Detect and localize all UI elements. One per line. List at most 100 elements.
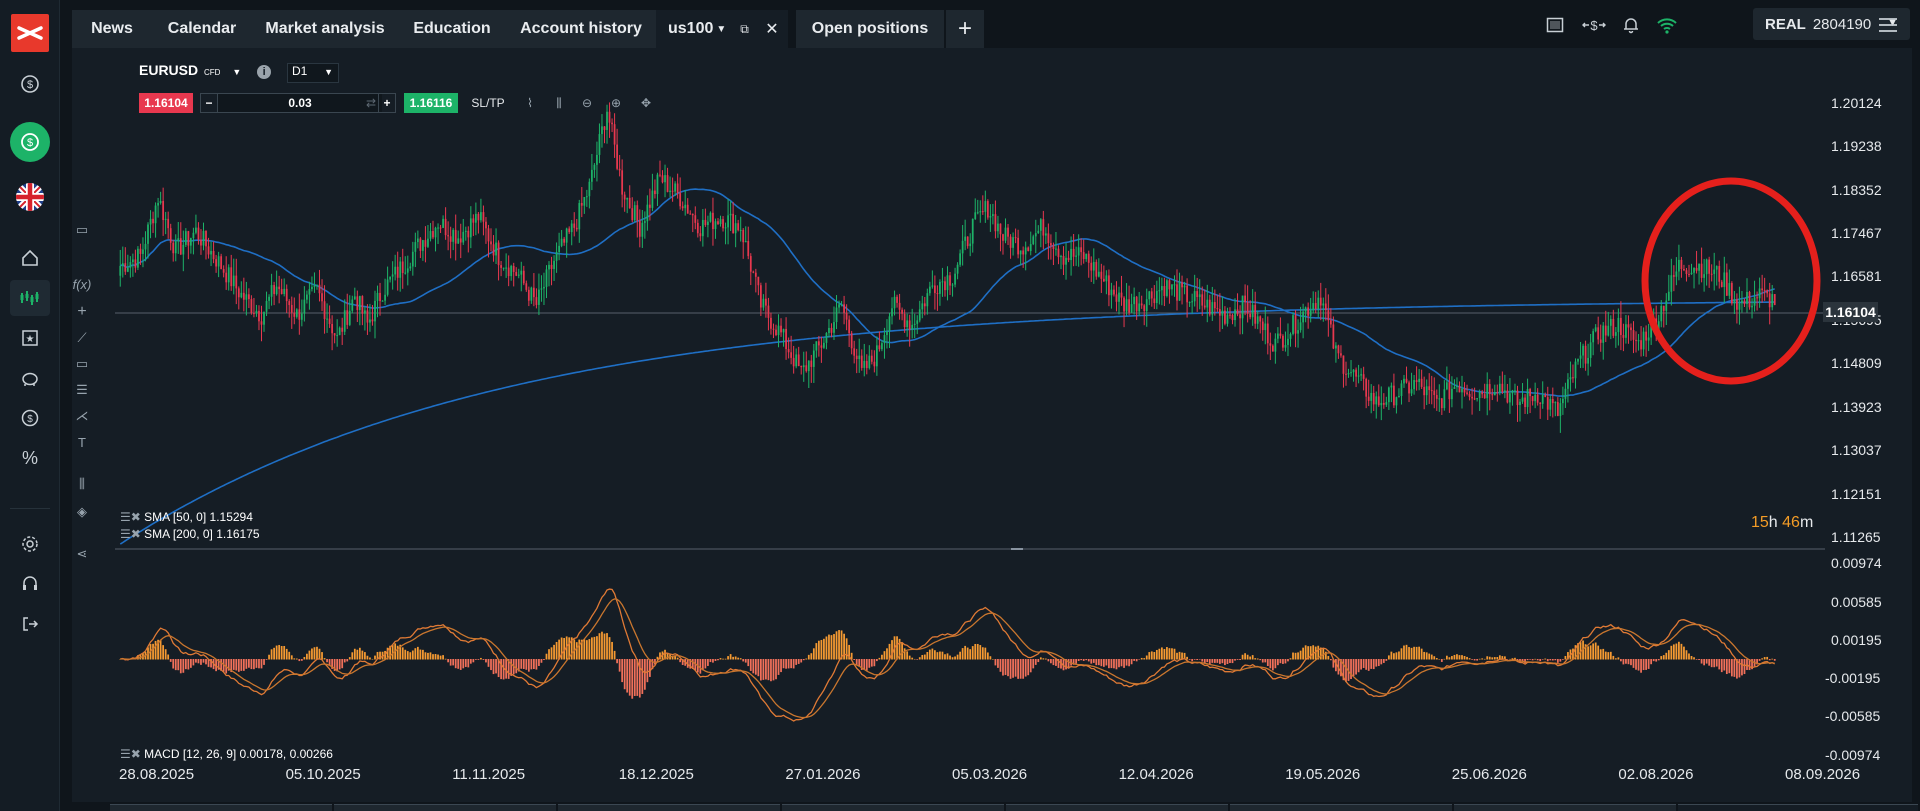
indicators-icon[interactable]: ⫼: [79, 476, 85, 491]
zoom-in-icon[interactable]: ⊕: [610, 96, 622, 110]
price-axis-label: 1.12151: [1831, 485, 1882, 502]
bell-icon[interactable]: [1619, 13, 1643, 37]
date-axis-label: 02.08.2026: [1618, 766, 1694, 783]
tab-instrument-us100[interactable]: us100 ▼ ⧉: [656, 10, 756, 48]
buy-price-button[interactable]: 1.16116: [404, 93, 458, 113]
text-tool-icon[interactable]: T: [78, 434, 86, 450]
timeframe-value: D1: [292, 64, 308, 78]
pane-divider-handle[interactable]: [1011, 548, 1023, 550]
volume-value: 0.03: [288, 96, 312, 110]
sidebar-divider: [10, 508, 50, 509]
headset-icon[interactable]: [14, 568, 46, 600]
currency-exchange-icon[interactable]: $: [1579, 13, 1609, 37]
caret-down-icon[interactable]: ▼: [716, 23, 727, 35]
add-tab-button[interactable]: +: [946, 10, 984, 48]
bottom-tab[interactable]: [1230, 804, 1452, 811]
legend-settings-icon[interactable]: ☰✖: [120, 510, 145, 524]
svg-text:★: ★: [26, 334, 35, 345]
legend-settings-icon[interactable]: ☰✖: [120, 747, 145, 761]
gann-fan-icon[interactable]: ⋌: [75, 408, 89, 423]
date-axis-label: 19.05.2026: [1285, 766, 1361, 783]
chart-panel: [72, 48, 1912, 802]
timeframe-select[interactable]: D1 ▼: [287, 63, 339, 83]
tab-calendar[interactable]: Calendar: [152, 10, 252, 48]
countdown-minutes: 46: [1782, 514, 1800, 531]
external-link-icon[interactable]: ⧉: [740, 21, 749, 36]
chart-tools-toolbar: ▭ f(x) + ⟋ ▭ ☰ ⋌ T ⫼ ◈ ⋖: [60, 56, 92, 636]
bottom-tab[interactable]: [334, 804, 556, 811]
close-tab-button[interactable]: ✕: [756, 10, 788, 48]
tab-account-history[interactable]: Account history: [506, 10, 656, 48]
bottom-tab[interactable]: [1454, 804, 1676, 811]
share-icon[interactable]: ⋖: [76, 546, 88, 561]
logout-icon[interactable]: [14, 608, 46, 640]
percent-icon[interactable]: %: [21, 447, 38, 468]
rectangle-tool-icon[interactable]: ▭: [75, 356, 89, 371]
swap-icon[interactable]: ⇄: [365, 96, 376, 110]
zoom-out-icon[interactable]: ⊖: [581, 96, 593, 110]
volume-minus-button[interactable]: −: [200, 93, 218, 113]
line-tool-icon[interactable]: ⟋: [77, 330, 87, 345]
sltp-label: SL/TP: [471, 96, 505, 110]
price-axis-label: 1.18352: [1831, 181, 1882, 198]
piggy-bank-icon[interactable]: [14, 362, 46, 394]
tab-market-analysis[interactable]: Market analysis: [252, 10, 398, 48]
gear-icon[interactable]: [14, 528, 46, 560]
current-price-tag: 1.16104: [1823, 302, 1878, 322]
candles-icon[interactable]: ⫼: [556, 95, 562, 110]
bottom-tab-active[interactable]: [1678, 804, 1918, 811]
home-icon[interactable]: [14, 242, 46, 274]
date-axis-label: 25.06.2026: [1451, 766, 1527, 783]
xtb-logo[interactable]: [11, 14, 49, 52]
crosshair-plus-icon[interactable]: +: [77, 303, 87, 320]
volume-input[interactable]: 0.03 ⇄: [218, 93, 382, 113]
date-axis-label: 11.11.2025: [452, 766, 526, 783]
tab-news[interactable]: News: [72, 10, 152, 48]
tab-label: Account history: [520, 20, 642, 37]
layers-icon[interactable]: ◈: [77, 504, 87, 519]
macd-legend[interactable]: ☰✖ MACD [12, 26, 9] 0.00178, 0.00266: [120, 747, 333, 761]
svg-text:$: $: [27, 79, 33, 91]
macd-axis-label: 0.00195: [1831, 631, 1882, 648]
sell-price-button[interactable]: 1.16104: [139, 93, 193, 113]
date-axis-label: 18.12.2025: [618, 766, 694, 783]
pan-icon[interactable]: ✥: [640, 96, 652, 110]
macd-axis-label: -0.00974: [1825, 746, 1881, 763]
date-axis-label: 27.01.2026: [785, 766, 861, 783]
dollar-stack-icon[interactable]: $: [14, 402, 46, 434]
sma200-legend-text: SMA [200, 0] 1.16175: [144, 527, 260, 541]
bottom-tab[interactable]: [558, 804, 780, 811]
sma50-legend[interactable]: ☰✖ SMA [50, 0] 1.15294: [120, 510, 253, 524]
dollar-circle-icon[interactable]: $: [14, 68, 46, 100]
tab-open-positions[interactable]: Open positions: [796, 10, 944, 48]
bottom-tab[interactable]: [110, 804, 332, 811]
panel-toggle-icon[interactable]: ▭: [75, 222, 89, 237]
fibonacci-tool-icon[interactable]: ☰: [76, 382, 88, 397]
sltp-button[interactable]: SL/TP: [468, 93, 508, 113]
date-axis-label: 05.03.2026: [952, 766, 1028, 783]
bottom-tab[interactable]: [1006, 804, 1228, 811]
star-box-icon[interactable]: ★: [14, 322, 46, 354]
volume-plus-button[interactable]: +: [378, 93, 396, 113]
chart-icon[interactable]: [10, 280, 50, 316]
account-selector[interactable]: REAL 2804190 ▼: [1753, 8, 1910, 40]
deposit-icon[interactable]: $: [10, 122, 50, 162]
line-chart-icon[interactable]: ⌇: [527, 96, 533, 110]
macd-axis-label: 0.00585: [1831, 593, 1882, 610]
info-icon[interactable]: i: [257, 65, 272, 79]
fullscreen-icon[interactable]: [1543, 13, 1567, 37]
bottom-tab[interactable]: [782, 804, 1004, 811]
legend-settings-icon[interactable]: ☰✖: [120, 527, 145, 541]
macd-axis-label: 0.00974: [1831, 555, 1882, 572]
hamburger-menu-icon[interactable]: [1876, 13, 1900, 37]
tab-education[interactable]: Education: [398, 10, 506, 48]
top-navigation: News Calendar Market analysis Education …: [60, 0, 1920, 48]
function-icon[interactable]: f(x): [72, 276, 92, 292]
tab-label: Market analysis: [265, 20, 385, 37]
tab-label: Calendar: [167, 20, 237, 37]
svg-text:$: $: [1590, 18, 1598, 33]
sma200-legend[interactable]: ☰✖ SMA [200, 0] 1.16175: [120, 527, 260, 541]
symbol-caret-icon[interactable]: ▼: [232, 67, 242, 77]
uk-flag-icon[interactable]: [14, 181, 46, 213]
symbol-header[interactable]: EURUSD CFD ▼ i: [139, 62, 272, 79]
